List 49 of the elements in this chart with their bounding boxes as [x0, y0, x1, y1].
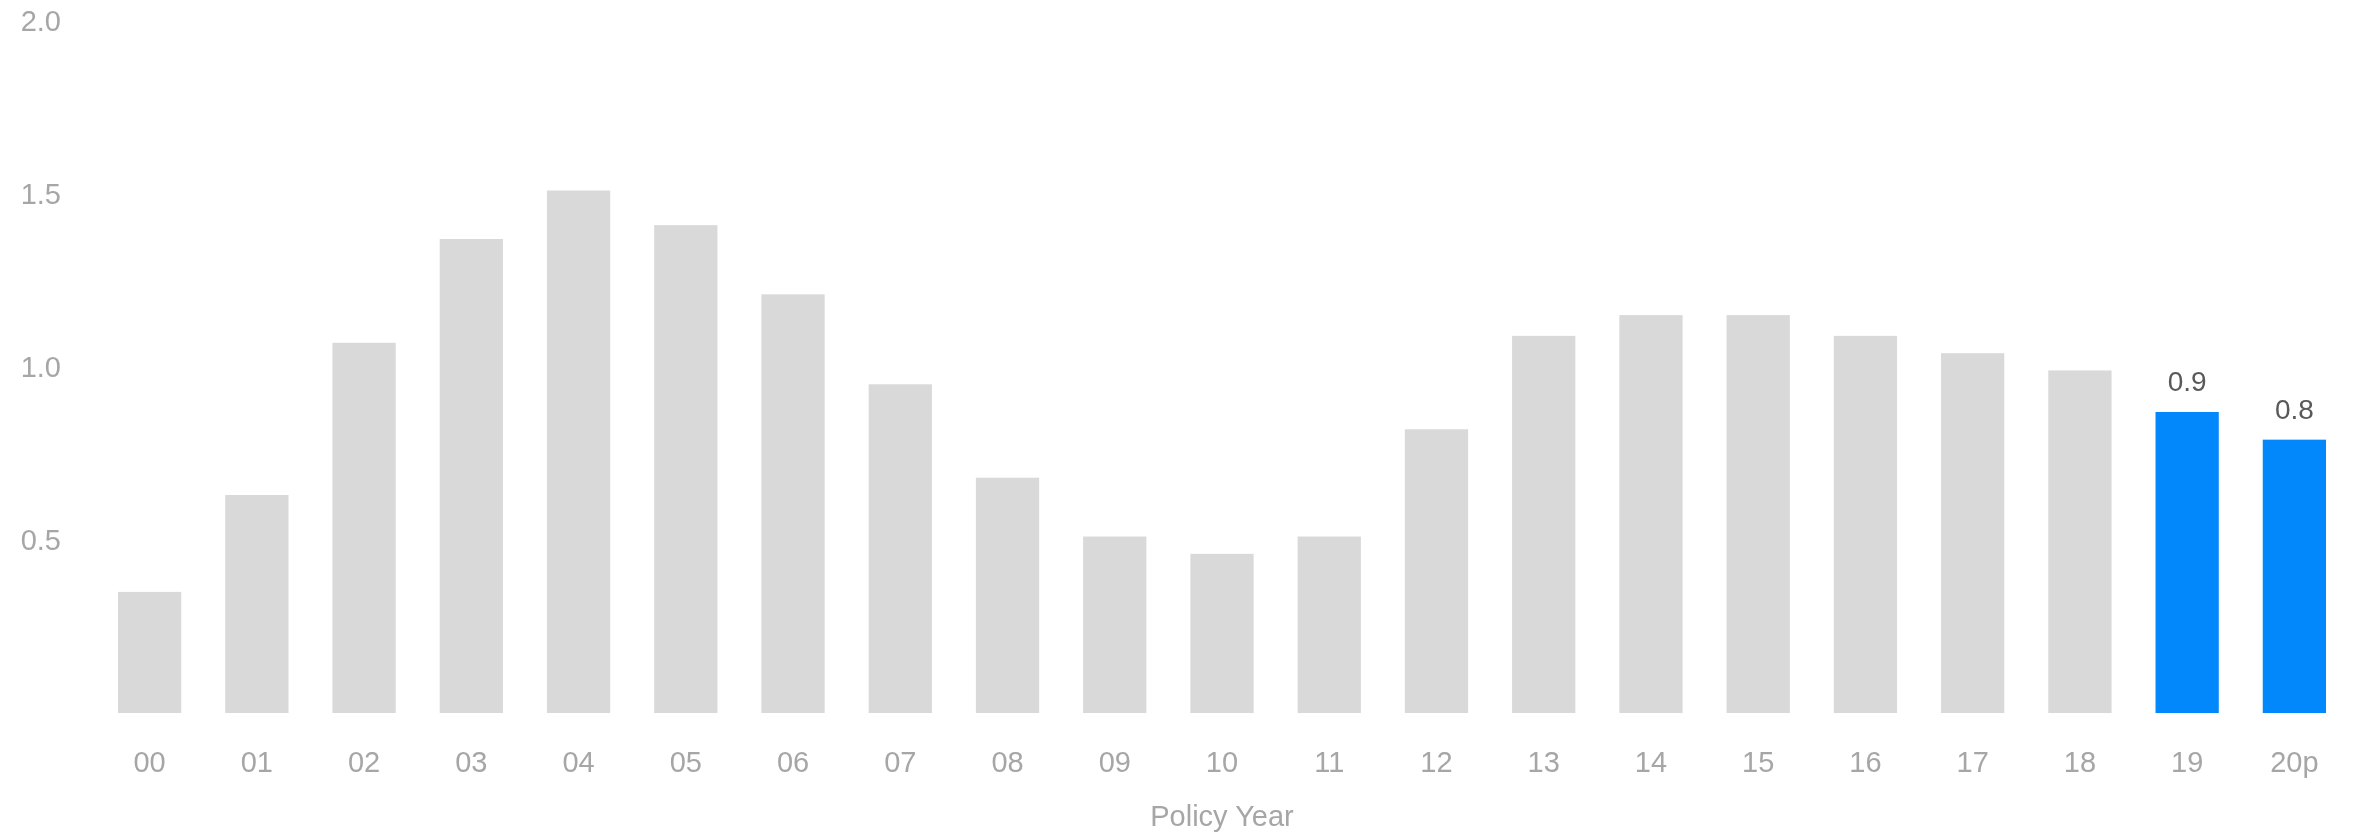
bar — [1619, 315, 1683, 713]
data-label: 0.8 — [2274, 393, 2314, 425]
x-tick-label: 19 — [2171, 746, 2204, 779]
bar — [1726, 315, 1790, 713]
x-tick-label: 02 — [347, 746, 381, 779]
x-tick-label: 07 — [884, 746, 917, 779]
x-tick-label: 05 — [669, 746, 702, 779]
bar — [117, 591, 182, 713]
x-tick-label: 17 — [1956, 746, 1989, 779]
x-tick-label: 01 — [240, 746, 273, 779]
y-tick-label: 1.5 — [20, 178, 61, 211]
bar — [1083, 536, 1147, 713]
x-tick-label: 13 — [1527, 746, 1560, 779]
bar — [761, 294, 825, 713]
bar — [225, 495, 289, 713]
x-tick-label: 11 — [1314, 746, 1345, 779]
bar — [654, 225, 718, 713]
x-tick-label: 16 — [1849, 746, 1882, 779]
bar — [2155, 411, 2219, 713]
x-tick-label: 12 — [1420, 746, 1453, 779]
bar — [1297, 536, 1361, 713]
bar — [1941, 353, 2005, 713]
x-tick-label: 06 — [776, 746, 810, 779]
bar — [546, 190, 611, 713]
y-tick-label: 0.5 — [20, 524, 61, 557]
data-label: 0.9 — [2167, 365, 2207, 397]
bar — [975, 477, 1040, 713]
x-tick-label: 03 — [455, 746, 488, 779]
y-tick-label: 1.0 — [20, 351, 61, 384]
bar — [439, 238, 503, 713]
y-tick-label: 2.0 — [20, 5, 61, 38]
x-tick-label: 00 — [133, 746, 166, 779]
x-axis-title: Policy Year — [1150, 800, 1295, 833]
x-tick-label: 15 — [1742, 746, 1775, 779]
bar — [1404, 429, 1469, 713]
x-tick-label: 10 — [1205, 746, 1239, 779]
bar — [2262, 439, 2327, 713]
x-tick-label: 18 — [2063, 746, 2097, 779]
x-tick-label: 20p — [2270, 746, 2319, 779]
x-tick-label: 04 — [562, 746, 595, 779]
x-tick-label: 08 — [991, 746, 1024, 779]
bar — [1833, 335, 1898, 713]
bar — [1512, 335, 1576, 713]
x-tick-label: 14 — [1634, 746, 1668, 779]
bar — [868, 384, 932, 713]
bar — [332, 342, 396, 713]
bar — [2048, 370, 2112, 713]
bar — [1190, 553, 1254, 713]
x-tick-label: 09 — [1098, 746, 1131, 779]
